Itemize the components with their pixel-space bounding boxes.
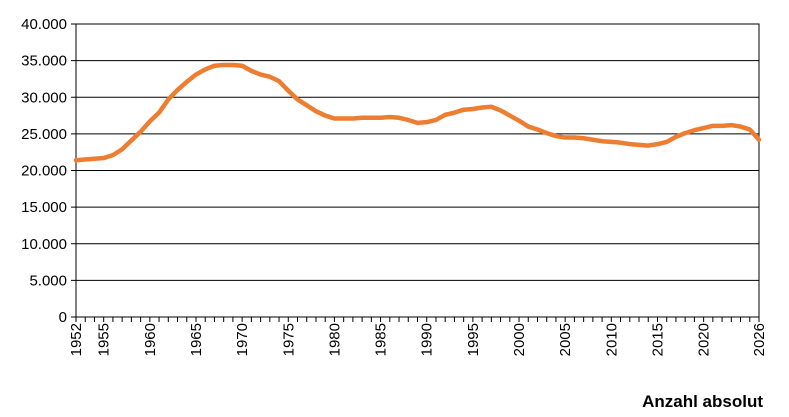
y-tick-label: 10.000 bbox=[21, 236, 67, 253]
x-tick-label: 2000 bbox=[511, 323, 528, 356]
x-tick-label: 1960 bbox=[142, 323, 159, 356]
y-tick-label: 30.000 bbox=[21, 89, 67, 106]
y-tick-label: 40.000 bbox=[21, 16, 67, 33]
y-axis-ticks: 0 5.000 10.000 15.000 20.000 25.000 30.000 35.0… bbox=[21, 16, 76, 326]
y-tick-label: 5.000 bbox=[29, 272, 67, 289]
y-tick-label: 20.000 bbox=[21, 163, 67, 180]
y-tick-label: 0 bbox=[59, 309, 67, 326]
x-tick-label: 1970 bbox=[234, 323, 251, 356]
x-tick-label: 1980 bbox=[326, 323, 343, 356]
series-line bbox=[73, 62, 762, 163]
x-tick-label: 2020 bbox=[696, 323, 713, 356]
x-tick-label: 1955 bbox=[96, 323, 113, 356]
x-tick-label: 2026 bbox=[751, 323, 768, 356]
x-tick-label: 1952 bbox=[68, 323, 85, 356]
y-tick-label: 15.000 bbox=[21, 199, 67, 216]
y-tick-label: 35.000 bbox=[21, 53, 67, 70]
x-tick-label: 1990 bbox=[419, 323, 436, 356]
x-tick-label: 1965 bbox=[188, 323, 205, 356]
x-tick-label: 1985 bbox=[373, 323, 390, 356]
x-axis-ticks: 1952 1955 1960 1965 1970 1975 1980 1985 1990 1995… bbox=[68, 317, 768, 356]
x-tick-label: 2010 bbox=[603, 323, 620, 356]
plot-frame bbox=[75, 23, 760, 318]
x-tick-label: 2005 bbox=[557, 323, 574, 356]
x-tick-label: 1995 bbox=[465, 323, 482, 356]
gridlines bbox=[76, 60, 759, 281]
x-tick-label: 2015 bbox=[649, 323, 666, 356]
x-axis-unit-label: Anzahl absolut bbox=[642, 392, 763, 411]
y-tick-label: 25.000 bbox=[21, 126, 67, 143]
x-tick-label: 1975 bbox=[280, 323, 297, 356]
